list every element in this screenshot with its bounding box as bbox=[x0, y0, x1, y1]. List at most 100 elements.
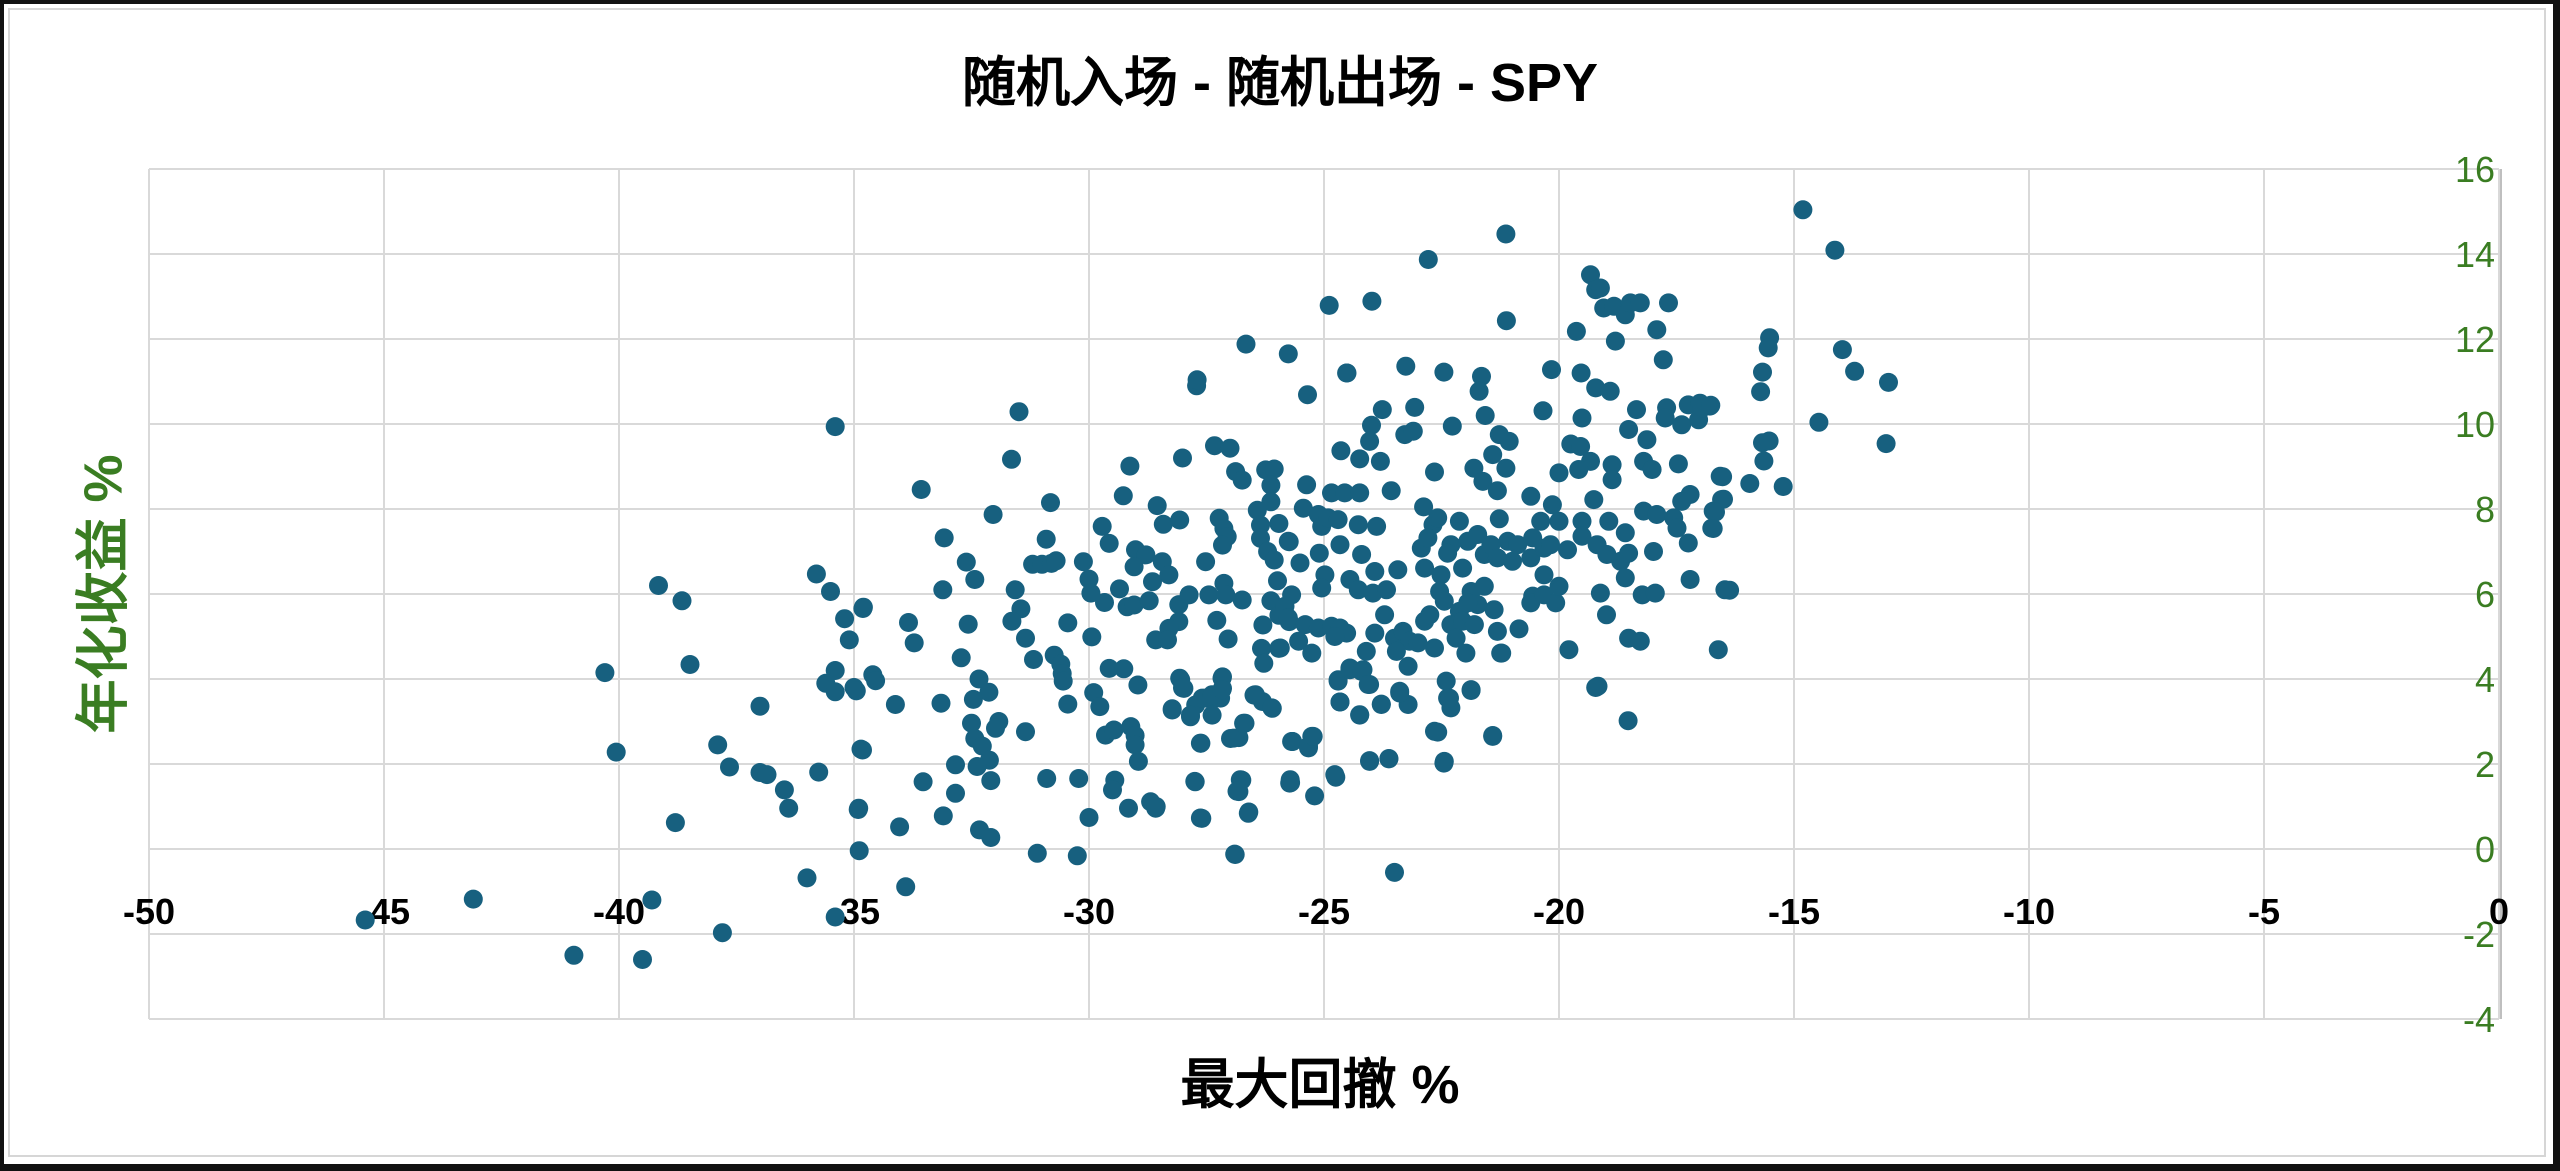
data-point bbox=[1159, 565, 1179, 585]
data-point bbox=[1367, 516, 1387, 536]
data-point bbox=[1370, 451, 1390, 471]
data-point bbox=[981, 828, 1001, 847]
data-point bbox=[809, 762, 829, 782]
data-point bbox=[1558, 540, 1577, 560]
data-point bbox=[1305, 786, 1325, 806]
data-point bbox=[972, 736, 992, 756]
data-point bbox=[1297, 475, 1317, 495]
data-point bbox=[1114, 659, 1134, 679]
data-point bbox=[1740, 474, 1760, 493]
data-point bbox=[1572, 511, 1592, 531]
data-point bbox=[933, 806, 953, 826]
data-point bbox=[1559, 640, 1579, 660]
data-point bbox=[983, 505, 1003, 524]
y-axis-title: 年化收益 % bbox=[73, 454, 134, 734]
data-point bbox=[1659, 293, 1678, 313]
data-point bbox=[825, 907, 845, 927]
data-point bbox=[1099, 533, 1119, 553]
data-point bbox=[1408, 633, 1428, 653]
data-point bbox=[1832, 340, 1852, 360]
data-point bbox=[1325, 627, 1345, 646]
data-point bbox=[1403, 421, 1423, 441]
data-point bbox=[1073, 552, 1093, 572]
data-point bbox=[1352, 545, 1372, 564]
data-point bbox=[1290, 553, 1310, 573]
data-point bbox=[1503, 551, 1522, 571]
data-point bbox=[1590, 583, 1610, 603]
data-point bbox=[1173, 678, 1192, 698]
y-tick-label: 14 bbox=[2455, 234, 2495, 275]
data-point bbox=[1754, 451, 1774, 471]
data-point bbox=[1809, 412, 1829, 432]
data-point bbox=[1456, 643, 1476, 663]
data-point bbox=[1058, 694, 1078, 714]
data-point bbox=[1793, 200, 1813, 220]
data-point bbox=[1630, 631, 1650, 651]
data-point bbox=[1147, 496, 1167, 516]
data-point bbox=[1027, 843, 1047, 863]
data-point bbox=[1759, 431, 1779, 451]
data-point bbox=[1348, 515, 1368, 535]
data-point bbox=[1262, 698, 1282, 718]
x-tick-label: -30 bbox=[1063, 891, 1115, 932]
data-point bbox=[913, 772, 933, 792]
data-point bbox=[1322, 483, 1341, 503]
data-point bbox=[1720, 580, 1740, 600]
data-point bbox=[958, 614, 978, 634]
data-point bbox=[1655, 408, 1675, 428]
y-tick-label: 10 bbox=[2455, 404, 2495, 445]
data-point bbox=[1218, 629, 1238, 649]
data-point bbox=[1499, 431, 1519, 451]
data-point bbox=[1483, 726, 1503, 745]
data-point bbox=[1773, 477, 1793, 496]
data-point bbox=[1667, 518, 1687, 538]
data-point bbox=[1597, 605, 1616, 625]
chart-frame-inner bbox=[8, 8, 2546, 1157]
data-point bbox=[1415, 558, 1435, 578]
data-point bbox=[1309, 543, 1329, 563]
data-point bbox=[1566, 321, 1586, 341]
data-point bbox=[1418, 528, 1438, 548]
y-tick-label: -2 bbox=[2463, 914, 2495, 955]
data-point bbox=[951, 648, 971, 668]
data-point bbox=[1619, 420, 1639, 439]
data-point bbox=[1630, 293, 1650, 313]
data-point bbox=[1531, 511, 1551, 531]
y-tick-label: 8 bbox=[2475, 489, 2495, 530]
data-point bbox=[1487, 548, 1507, 568]
y-tick-label: 12 bbox=[2455, 319, 2495, 360]
data-point bbox=[797, 868, 817, 888]
data-point bbox=[1232, 470, 1252, 490]
data-point bbox=[1005, 580, 1025, 600]
data-point bbox=[1446, 628, 1466, 648]
data-point bbox=[1645, 583, 1665, 603]
data-point bbox=[1590, 278, 1610, 298]
data-point bbox=[1205, 436, 1224, 456]
data-point bbox=[1473, 471, 1493, 491]
data-point bbox=[1270, 638, 1290, 658]
data-point bbox=[1483, 445, 1503, 465]
data-point bbox=[1245, 685, 1265, 705]
data-point bbox=[774, 780, 794, 800]
x-tick-label: -25 bbox=[1298, 891, 1350, 932]
data-point bbox=[1128, 751, 1148, 771]
data-point bbox=[1541, 535, 1560, 555]
data-point bbox=[1701, 395, 1721, 415]
data-point bbox=[1331, 441, 1351, 461]
data-point bbox=[1602, 470, 1622, 490]
data-point bbox=[1396, 356, 1416, 376]
data-point bbox=[979, 682, 999, 702]
x-tick-label: -5 bbox=[2248, 891, 2280, 932]
data-point bbox=[848, 800, 868, 819]
data-point bbox=[1261, 475, 1281, 495]
data-point bbox=[1398, 656, 1418, 676]
data-point bbox=[896, 877, 916, 897]
data-point bbox=[1496, 311, 1516, 331]
data-point bbox=[1360, 751, 1380, 771]
x-tick-label: -40 bbox=[593, 891, 645, 932]
data-point bbox=[1600, 381, 1620, 401]
data-point bbox=[1586, 678, 1606, 697]
x-tick-label: -50 bbox=[123, 891, 175, 932]
data-point bbox=[1386, 641, 1406, 661]
